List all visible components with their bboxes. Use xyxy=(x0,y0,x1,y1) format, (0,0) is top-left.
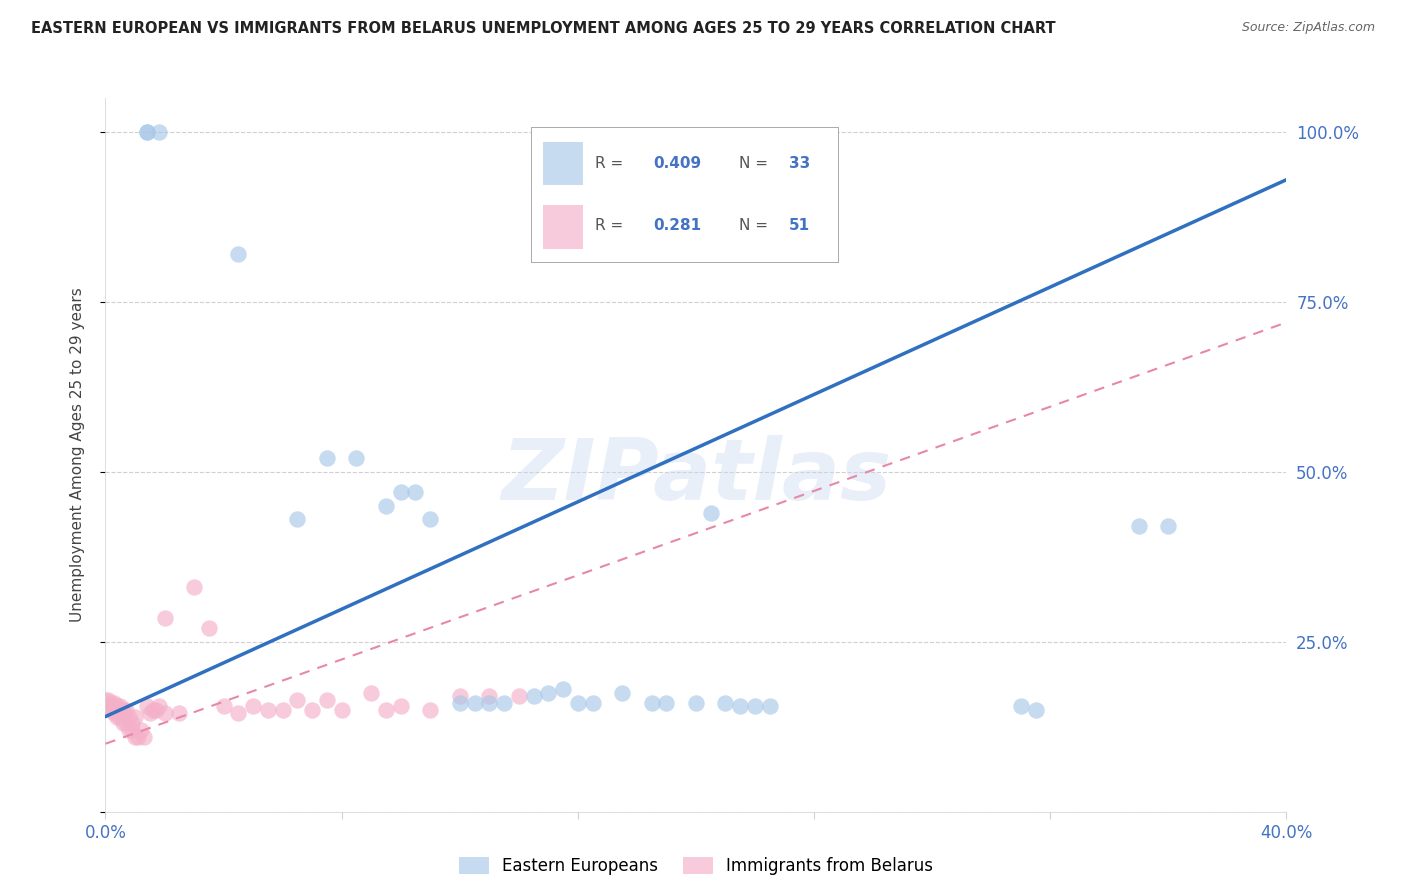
Y-axis label: Unemployment Among Ages 25 to 29 years: Unemployment Among Ages 25 to 29 years xyxy=(70,287,84,623)
Legend: Eastern Europeans, Immigrants from Belarus: Eastern Europeans, Immigrants from Belar… xyxy=(451,850,941,882)
Point xyxy=(242,699,264,714)
Point xyxy=(148,699,170,714)
Point xyxy=(121,723,143,738)
Point xyxy=(142,703,165,717)
Point xyxy=(287,512,309,526)
Point xyxy=(103,696,125,710)
Point xyxy=(389,699,412,714)
Text: Source: ZipAtlas.com: Source: ZipAtlas.com xyxy=(1241,21,1375,34)
Point xyxy=(127,730,149,744)
Point xyxy=(121,716,143,731)
Point xyxy=(110,709,132,723)
Point xyxy=(183,581,205,595)
Point xyxy=(153,611,176,625)
Point xyxy=(330,703,353,717)
Point xyxy=(115,716,138,731)
Point xyxy=(449,689,471,703)
Point xyxy=(105,709,128,723)
Point xyxy=(132,730,155,744)
Point xyxy=(97,692,120,706)
Point xyxy=(100,696,122,710)
Point xyxy=(145,703,167,717)
Point xyxy=(135,125,157,139)
Point xyxy=(226,247,250,261)
Point xyxy=(124,730,146,744)
Point xyxy=(118,723,141,738)
Point xyxy=(1024,703,1046,717)
Point xyxy=(129,723,152,738)
Point xyxy=(759,699,782,714)
Point xyxy=(118,709,141,723)
Point xyxy=(105,699,128,714)
Point xyxy=(110,699,132,714)
Point xyxy=(374,499,398,513)
Point xyxy=(256,703,278,717)
Point xyxy=(374,703,398,717)
Point xyxy=(197,621,219,635)
Point xyxy=(744,699,766,714)
Point xyxy=(94,699,117,714)
Text: EASTERN EUROPEAN VS IMMIGRANTS FROM BELARUS UNEMPLOYMENT AMONG AGES 25 TO 29 YEA: EASTERN EUROPEAN VS IMMIGRANTS FROM BELA… xyxy=(31,21,1056,36)
Point xyxy=(478,696,501,710)
Point xyxy=(315,692,337,706)
Text: ZIPatlas: ZIPatlas xyxy=(501,434,891,518)
Point xyxy=(112,703,135,717)
Point xyxy=(419,512,441,526)
Point xyxy=(103,706,125,721)
Point xyxy=(360,686,382,700)
Point xyxy=(699,506,723,520)
Point xyxy=(271,703,294,717)
Point xyxy=(135,125,157,139)
Point xyxy=(1010,699,1032,714)
Point xyxy=(100,703,122,717)
Point xyxy=(610,686,633,700)
Point xyxy=(212,699,235,714)
Point xyxy=(124,709,146,723)
Point xyxy=(567,696,589,710)
Point xyxy=(1128,519,1150,533)
Point xyxy=(449,696,471,710)
Point xyxy=(464,696,486,710)
Point xyxy=(685,696,707,710)
Point xyxy=(640,696,664,710)
Point xyxy=(346,451,368,466)
Point xyxy=(138,706,162,721)
Point xyxy=(537,686,560,700)
Point xyxy=(97,699,120,714)
Point xyxy=(551,682,574,697)
Point xyxy=(714,696,737,710)
Point xyxy=(405,485,427,500)
Point xyxy=(153,706,176,721)
Point xyxy=(287,692,309,706)
Point xyxy=(389,485,412,500)
Point xyxy=(169,706,191,721)
Point xyxy=(492,696,515,710)
Point xyxy=(478,689,501,703)
Point xyxy=(226,706,250,721)
Point xyxy=(94,692,117,706)
Point xyxy=(301,703,323,717)
Point xyxy=(112,716,135,731)
Point xyxy=(508,689,530,703)
Point xyxy=(581,696,603,710)
Point xyxy=(419,703,441,717)
Point xyxy=(315,451,337,466)
Point xyxy=(148,125,170,139)
Point xyxy=(728,699,751,714)
Point xyxy=(655,696,678,710)
Point xyxy=(1157,519,1180,533)
Point xyxy=(522,689,544,703)
Point xyxy=(135,699,157,714)
Point xyxy=(115,703,138,717)
